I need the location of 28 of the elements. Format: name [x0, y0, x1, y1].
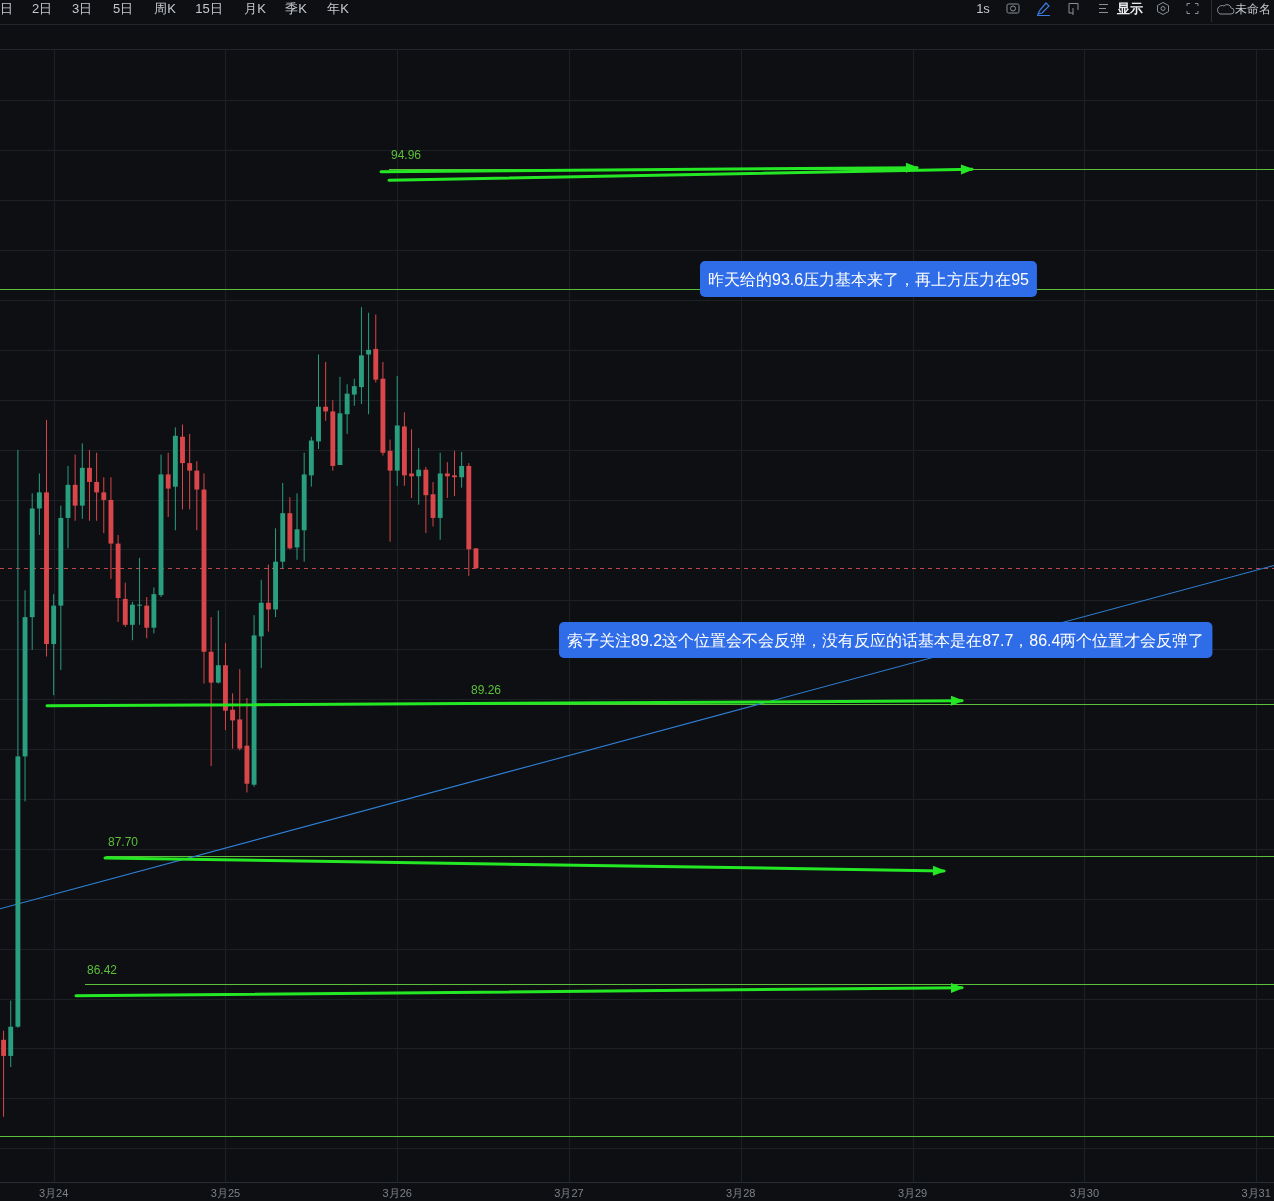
text: 年K — [327, 1, 350, 16]
text: 3日 — [71, 1, 93, 16]
x-tick-label: 3月26 — [382, 1187, 412, 1199]
text: 2日 — [31, 1, 53, 16]
x-tick-label: 3月28 — [726, 1187, 756, 1199]
ref-line-label: 89.26 — [471, 682, 502, 697]
text: 月K — [244, 1, 267, 16]
x-tick-label: 3月25 — [210, 1187, 241, 1199]
x-tick-label: 3月31 — [1241, 1187, 1271, 1199]
note: 索子关注89.2这个位置会不会反弹，没有反应的话基本是在87.7，86.4两个位置才会反弹了 — [559, 622, 1213, 658]
ref-line-label: 86.42 — [87, 962, 118, 977]
annotation: 索子关注89.2这个位置会不会反弹，没有反应的话基本是在87.7，86.4两个位置才会反弹了 — [567, 632, 1205, 649]
x-tick-label: 3月30 — [1069, 1187, 1100, 1199]
x-tick-label: 3月27 — [554, 1187, 584, 1199]
text: 未命名 — [1235, 2, 1271, 16]
text: 季K — [285, 1, 308, 16]
text: 日 — [0, 1, 13, 16]
ref-line-label: 94.96 — [391, 147, 422, 162]
text: 15日 — [195, 1, 223, 16]
text: 1s — [976, 1, 991, 16]
text: 周K — [154, 1, 177, 16]
x-tick-label: 3月24 — [39, 1187, 69, 1199]
note: 昨天给的93.6压力基本来了，再上方压力在95 — [700, 261, 1037, 297]
x-tick-label: 3月29 — [897, 1187, 928, 1199]
ref-line-label: 87.70 — [108, 834, 139, 849]
text: 5日 — [112, 1, 134, 16]
text: 显示 — [1116, 1, 1143, 16]
annotation: 昨天给的93.6压力基本来了，再上方压力在95 — [708, 271, 1030, 288]
